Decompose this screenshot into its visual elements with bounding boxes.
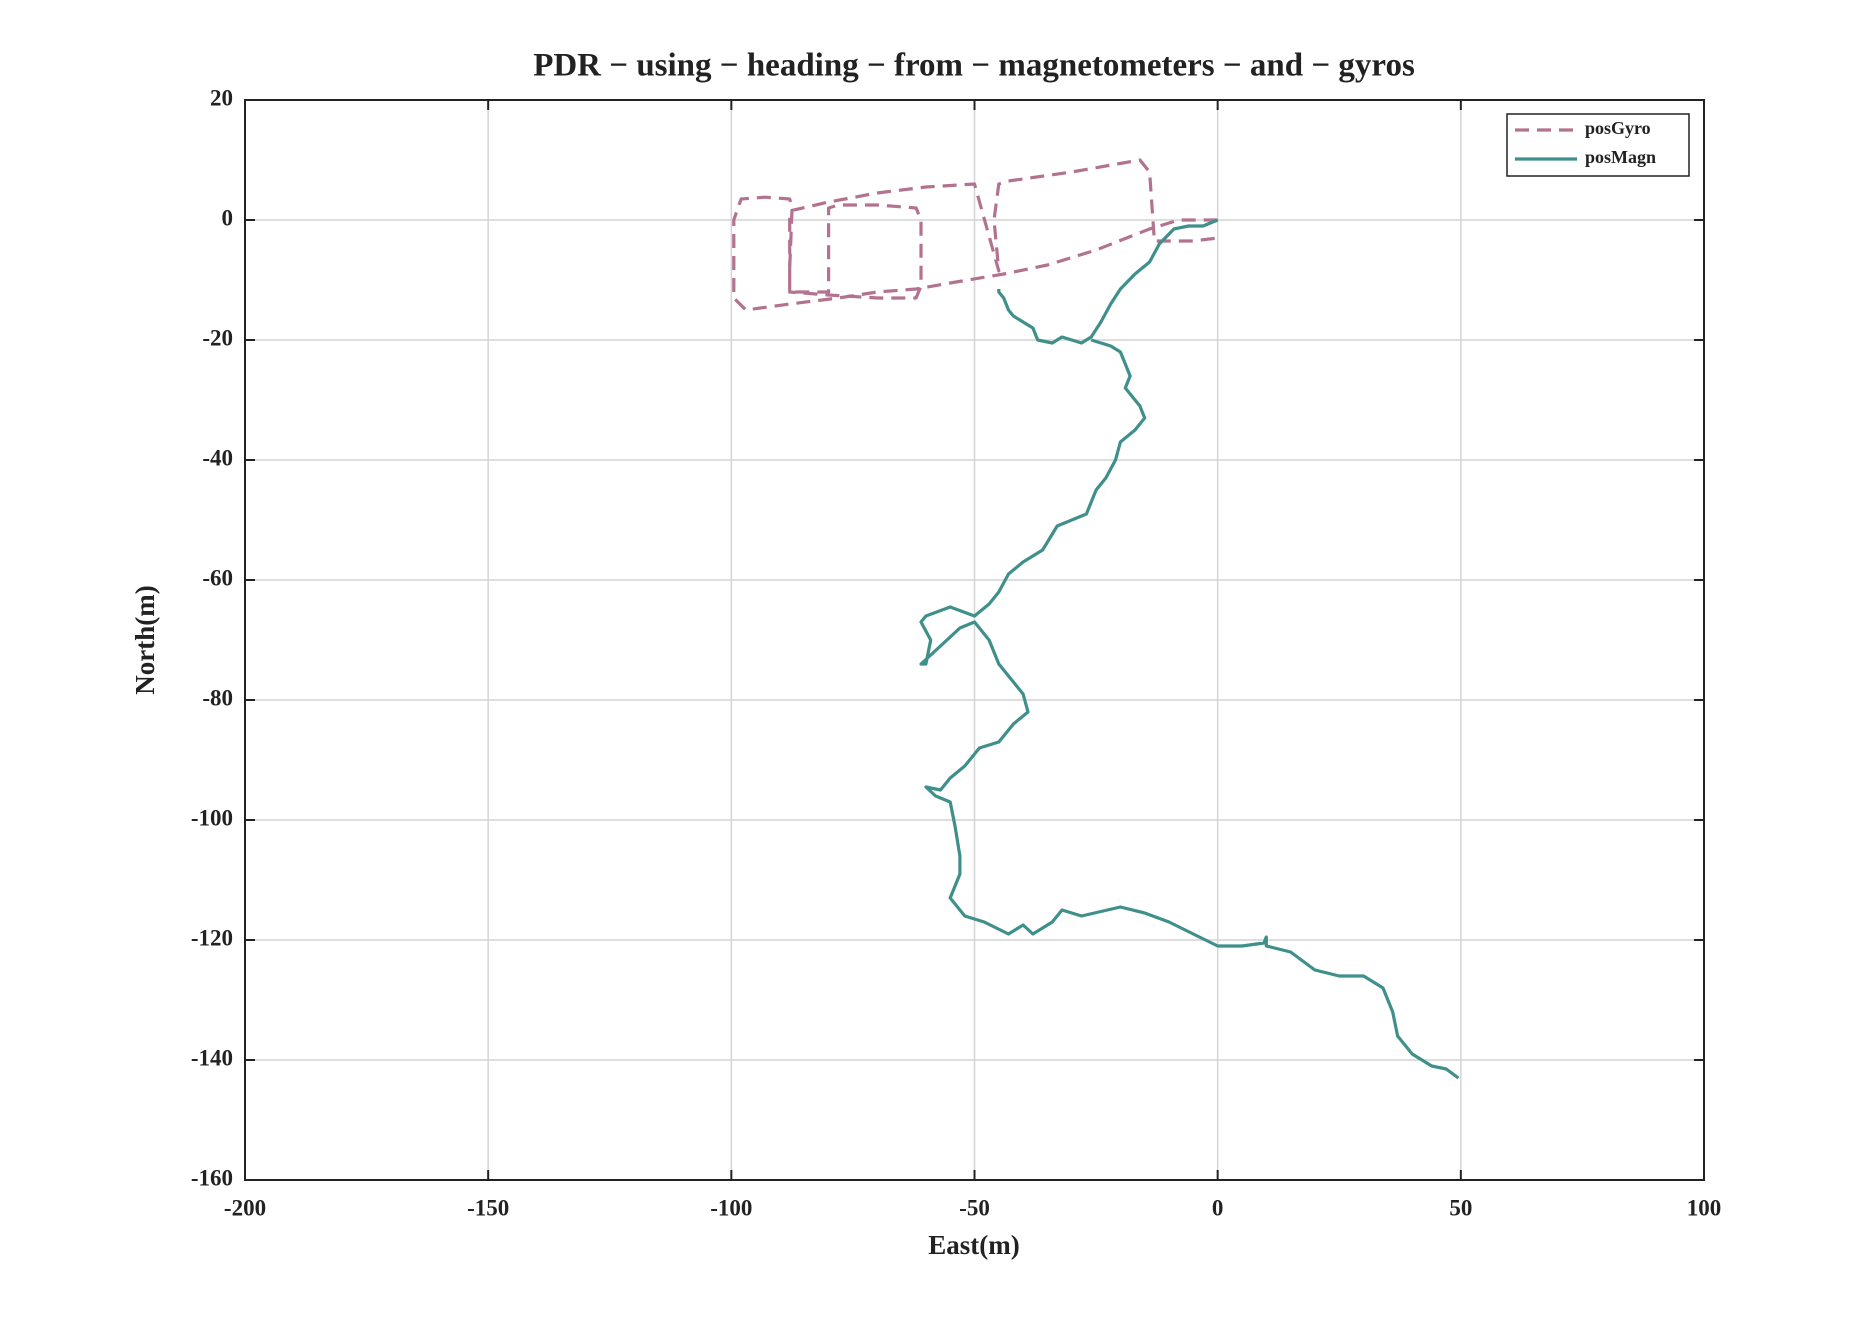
y-tick-label: 20 xyxy=(210,85,233,110)
legend-label: posMagn xyxy=(1585,147,1656,167)
y-tick-label: -100 xyxy=(191,805,233,830)
data-line xyxy=(732,158,1218,312)
x-tick-label: 0 xyxy=(1212,1195,1224,1220)
chart-title: PDR − using − heading − from − magnetome… xyxy=(533,48,1415,84)
y-tick-label: -60 xyxy=(202,565,233,590)
legend-box xyxy=(1506,113,1690,177)
x-tick-label: 100 xyxy=(1687,1195,1722,1220)
legend-label: posGyro xyxy=(1585,118,1651,138)
y-tick-label: -160 xyxy=(191,1165,233,1190)
y-tick-label: -80 xyxy=(202,685,233,710)
plot-frame xyxy=(244,99,1705,1181)
y-tick-label: -20 xyxy=(202,325,233,350)
data-line xyxy=(919,218,1460,1080)
x-tick-label: -50 xyxy=(959,1195,990,1220)
x-tick-label: -200 xyxy=(224,1195,266,1220)
y-tick-label: -120 xyxy=(191,925,233,950)
y-axis-label: North(m) xyxy=(130,585,160,694)
x-tick-label: 50 xyxy=(1449,1195,1472,1220)
x-axis-label: East(m) xyxy=(928,1230,1019,1260)
y-tick-label: -40 xyxy=(202,445,233,470)
y-tick-label: -140 xyxy=(191,1045,233,1070)
y-tick-label: 0 xyxy=(222,205,234,230)
x-tick-label: -100 xyxy=(710,1195,752,1220)
x-tick-label: -150 xyxy=(467,1195,509,1220)
